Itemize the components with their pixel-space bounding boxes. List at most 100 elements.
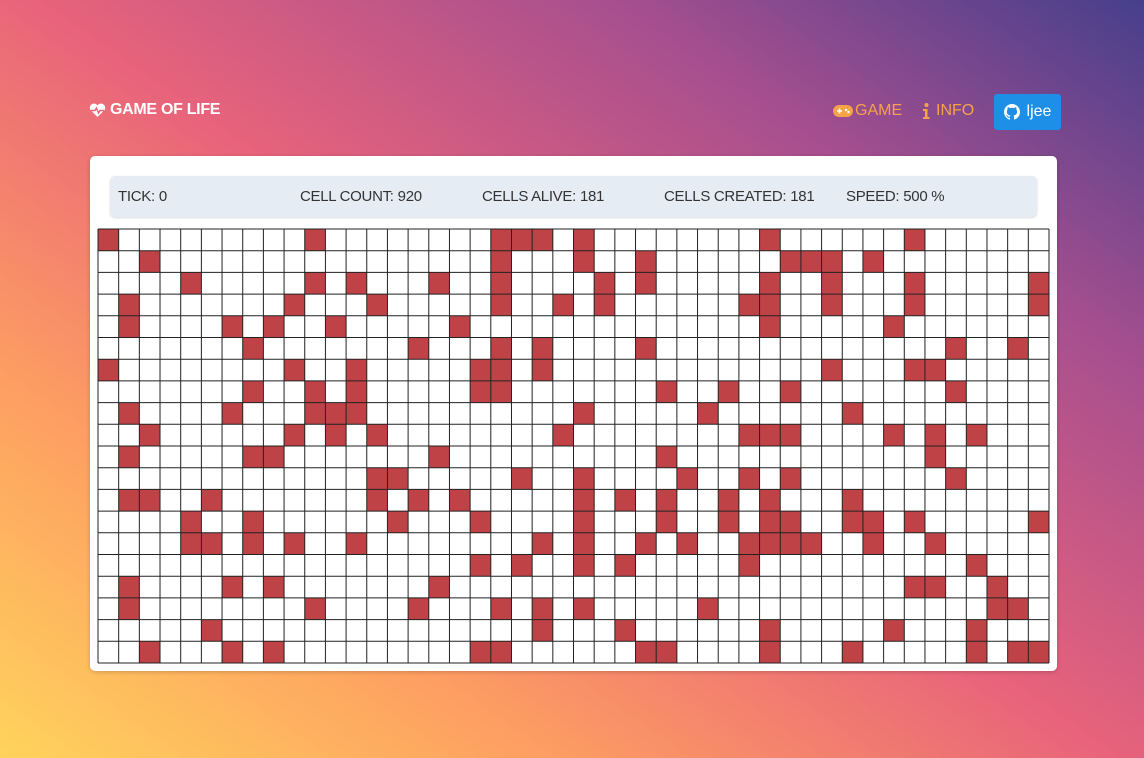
alive-cell[interactable] [511,229,533,251]
alive-cell[interactable] [738,554,760,577]
alive-cell[interactable] [118,402,140,425]
alive-cell[interactable] [201,619,223,642]
alive-cell[interactable] [924,424,946,446]
alive-cell[interactable] [966,424,987,446]
alive-cell[interactable] [924,446,946,468]
alive-cell[interactable] [780,532,801,555]
alive-cell[interactable] [842,489,863,512]
alive-cell[interactable] [738,532,760,555]
alive-cell[interactable] [263,446,285,468]
alive-cell[interactable] [883,424,905,446]
github-button[interactable]: ljee [994,94,1061,130]
alive-cell[interactable] [470,554,491,577]
alive-cell[interactable] [366,489,388,512]
alive-cell[interactable] [573,467,595,490]
alive-cell[interactable] [325,402,347,425]
alive-cell[interactable] [366,294,388,316]
alive-cell[interactable] [532,337,553,360]
alive-cell[interactable] [408,597,429,620]
alive-cell[interactable] [966,641,987,663]
alive-cell[interactable] [904,511,925,533]
alive-cell[interactable] [532,619,553,642]
alive-cell[interactable] [118,597,140,620]
alive-cell[interactable] [284,424,305,446]
alive-cell[interactable] [862,511,884,533]
alive-cell[interactable] [780,467,801,490]
alive-cell[interactable] [139,489,161,512]
alive-cell[interactable] [1028,641,1049,663]
alive-cell[interactable] [594,294,615,316]
alive-cell[interactable] [98,359,119,381]
alive-cell[interactable] [862,532,884,555]
alive-cell[interactable] [676,532,698,555]
alive-cell[interactable] [780,380,801,403]
alive-cell[interactable] [304,402,326,425]
alive-cell[interactable] [1007,641,1029,663]
alive-cell[interactable] [180,272,202,295]
alive-cell[interactable] [346,402,367,425]
alive-cell[interactable] [118,576,140,598]
alive-cell[interactable] [242,511,264,533]
alive-cell[interactable] [883,315,905,338]
alive-cell[interactable] [573,489,595,512]
alive-cell[interactable] [490,229,512,251]
alive-cell[interactable] [139,641,161,663]
alive-cell[interactable] [656,511,677,533]
alive-cell[interactable] [242,446,264,468]
alive-cell[interactable] [718,489,739,512]
alive-cell[interactable] [304,229,326,251]
alive-cell[interactable] [470,511,491,533]
alive-cell[interactable] [428,446,450,468]
alive-cell[interactable] [304,597,326,620]
alive-cell[interactable] [346,359,367,381]
alive-cell[interactable] [387,467,409,490]
alive-cell[interactable] [614,489,636,512]
alive-cell[interactable] [656,380,677,403]
alive-cell[interactable] [263,576,285,598]
alive-cell[interactable] [676,467,698,490]
alive-cell[interactable] [1028,272,1049,295]
alive-cell[interactable] [821,294,843,316]
alive-cell[interactable] [284,359,305,381]
alive-cell[interactable] [366,424,388,446]
alive-cell[interactable] [656,446,677,468]
alive-cell[interactable] [697,402,719,425]
alive-cell[interactable] [842,511,863,533]
alive-cell[interactable] [490,294,512,316]
nav-info[interactable]: INFO [922,102,974,120]
alive-cell[interactable] [904,576,925,598]
alive-cell[interactable] [573,532,595,555]
alive-cell[interactable] [490,597,512,620]
alive-cell[interactable] [759,489,781,512]
alive-cell[interactable] [966,554,987,577]
alive-cell[interactable] [490,337,512,360]
nav-game[interactable]: GAME [833,102,902,120]
alive-cell[interactable] [594,272,615,295]
alive-cell[interactable] [180,532,202,555]
alive-cell[interactable] [573,597,595,620]
alive-cell[interactable] [242,380,264,403]
alive-cell[interactable] [532,359,553,381]
alive-cell[interactable] [118,489,140,512]
alive-cell[interactable] [924,576,946,598]
alive-cell[interactable] [759,641,781,663]
alive-cell[interactable] [511,467,533,490]
alive-cell[interactable] [759,424,781,446]
alive-cell[interactable] [945,337,967,360]
alive-cell[interactable] [98,229,119,251]
alive-cell[interactable] [366,467,388,490]
alive-cell[interactable] [118,446,140,468]
alive-cell[interactable] [759,294,781,316]
alive-cell[interactable] [304,380,326,403]
alive-cell[interactable] [263,641,285,663]
alive-cell[interactable] [263,315,285,338]
alive-cell[interactable] [821,359,843,381]
alive-cell[interactable] [511,554,533,577]
alive-cell[interactable] [470,641,491,663]
alive-cell[interactable] [139,250,161,273]
alive-cell[interactable] [986,576,1008,598]
alive-cell[interactable] [428,272,450,295]
alive-cell[interactable] [201,489,223,512]
alive-cell[interactable] [346,380,367,403]
alive-cell[interactable] [242,532,264,555]
